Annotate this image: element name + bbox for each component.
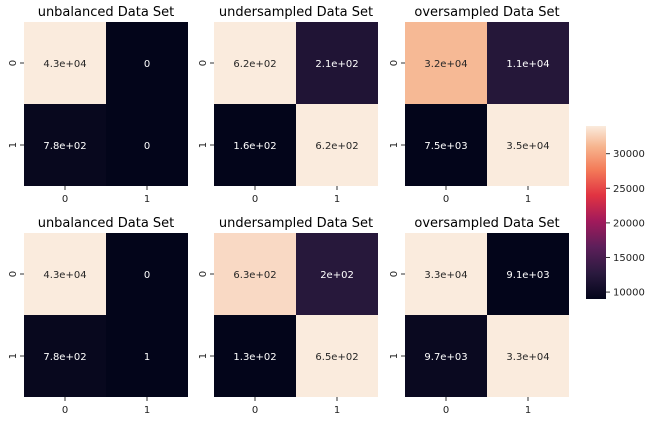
x-tick-label: 0 <box>252 405 258 416</box>
heatmap-cell <box>24 233 106 315</box>
heatmap-cell <box>214 104 296 186</box>
heatmap-cell <box>487 315 569 397</box>
cell-value-label: 3.3e+04 <box>506 352 549 363</box>
x-tick-label: 0 <box>252 194 258 205</box>
cell-value-label: 7.8e+02 <box>43 352 86 363</box>
heatmap-cell <box>106 233 188 315</box>
x-tick-label: 0 <box>443 194 449 205</box>
heatmap-cell <box>487 233 569 315</box>
cell-value-label: 1 <box>144 352 150 363</box>
cell-value-label: 9.7e+03 <box>424 352 467 363</box>
heatmap-title: unbalanced Data Set <box>38 5 175 20</box>
cell-value-label: 4.3e+04 <box>43 270 86 281</box>
colorbar-tick-label: 15000 <box>613 253 645 264</box>
cell-value-label: 3.2e+04 <box>424 59 467 70</box>
cell-value-label: 2.1e+02 <box>315 59 358 70</box>
heatmap-cell <box>405 22 487 104</box>
heatmap-cell <box>405 104 487 186</box>
cell-value-label: 2e+02 <box>320 270 354 281</box>
heatmap-cell <box>214 22 296 104</box>
heatmap-panel: oversampled Data Set 3.3e+04 9.1e+03 9.7e+0… <box>389 216 569 416</box>
heatmap-panel: unbalanced Data Set 4.3e+04 0 7.8e+02 1 0 1 0 1 <box>8 216 188 416</box>
heatmap-cell <box>296 22 378 104</box>
x-tick-label: 1 <box>144 405 150 416</box>
y-tick-label: 1 <box>389 353 400 359</box>
cell-value-label: 0 <box>144 141 150 152</box>
x-tick-label: 1 <box>525 405 531 416</box>
heatmap-cell <box>106 22 188 104</box>
heatmap-panel: undersampled Data Set 6.2e+02 2.1e+02 1.6e+… <box>198 5 378 205</box>
x-tick-label: 1 <box>525 194 531 205</box>
heatmap-cell <box>405 233 487 315</box>
heatmap-panel: unbalanced Data Set 4.3e+04 0 7.8e+02 0 0 1 0 1 <box>8 5 188 205</box>
y-tick-label: 1 <box>8 353 19 359</box>
x-tick-label: 0 <box>62 405 68 416</box>
cell-value-label: 6.3e+02 <box>233 270 276 281</box>
heatmap-panel: undersampled Data Set 6.3e+02 2e+02 1.3e+02… <box>198 216 378 416</box>
cell-value-label: 1.1e+04 <box>506 59 549 70</box>
x-tick-label: 1 <box>334 194 340 205</box>
cell-value-label: 6.2e+02 <box>233 59 276 70</box>
cell-value-label: 9.1e+03 <box>506 270 549 281</box>
heatmap-cell <box>296 104 378 186</box>
cell-value-label: 4.3e+04 <box>43 59 86 70</box>
x-tick-label: 0 <box>443 405 449 416</box>
heatmap-cell <box>214 233 296 315</box>
colorbar-tick-label: 25000 <box>613 184 645 195</box>
x-tick-label: 0 <box>62 194 68 205</box>
x-tick-label: 1 <box>144 194 150 205</box>
heatmap-panel: oversampled Data Set 3.2e+04 1.1e+04 7.5e+0… <box>389 5 569 205</box>
y-tick-label: 0 <box>8 60 19 66</box>
y-tick-label: 0 <box>8 271 19 277</box>
colorbar-ticks: 10000 15000 20000 25000 30000 <box>606 149 645 299</box>
cell-value-label: 1.6e+02 <box>233 141 276 152</box>
heatmap-title: unbalanced Data Set <box>38 216 175 231</box>
heatmap-cell <box>106 315 188 397</box>
cell-value-label: 0 <box>144 270 150 281</box>
y-tick-label: 1 <box>389 142 400 148</box>
y-tick-label: 0 <box>389 60 400 66</box>
y-tick-label: 0 <box>389 271 400 277</box>
cell-value-label: 3.3e+04 <box>424 270 467 281</box>
heatmap-title: oversampled Data Set <box>414 216 559 231</box>
heatmap-cell <box>405 315 487 397</box>
cell-value-label: 6.5e+02 <box>315 352 358 363</box>
cell-value-label: 0 <box>144 59 150 70</box>
colorbar-tick-label: 30000 <box>613 149 645 160</box>
cell-value-label: 6.2e+02 <box>315 141 358 152</box>
y-tick-label: 1 <box>198 142 209 148</box>
heatmap-title: undersampled Data Set <box>219 216 373 231</box>
heatmap-cell <box>106 104 188 186</box>
cell-value-label: 7.5e+03 <box>424 141 467 152</box>
heatmap-cell <box>24 315 106 397</box>
colorbar-gradient <box>586 126 606 299</box>
colorbar-tick-label: 20000 <box>613 218 645 229</box>
heatmap-cell <box>487 22 569 104</box>
y-tick-label: 0 <box>198 60 209 66</box>
y-tick-label: 0 <box>198 271 209 277</box>
heatmap-cell <box>24 104 106 186</box>
heatmap-cell <box>296 233 378 315</box>
heatmap-cell <box>296 315 378 397</box>
x-tick-label: 1 <box>334 405 340 416</box>
cell-value-label: 1.3e+02 <box>233 352 276 363</box>
y-tick-label: 1 <box>198 353 209 359</box>
colorbar: 10000 15000 20000 25000 30000 <box>586 126 645 299</box>
y-tick-label: 1 <box>8 142 19 148</box>
cell-value-label: 3.5e+04 <box>506 141 549 152</box>
heatmap-title: undersampled Data Set <box>219 5 373 20</box>
heatmap-title: oversampled Data Set <box>414 5 559 20</box>
colorbar-tick-label: 10000 <box>613 288 645 299</box>
heatmap-cell <box>24 22 106 104</box>
cell-value-label: 7.8e+02 <box>43 141 86 152</box>
heatmap-cell <box>487 104 569 186</box>
heatmap-cell <box>214 315 296 397</box>
